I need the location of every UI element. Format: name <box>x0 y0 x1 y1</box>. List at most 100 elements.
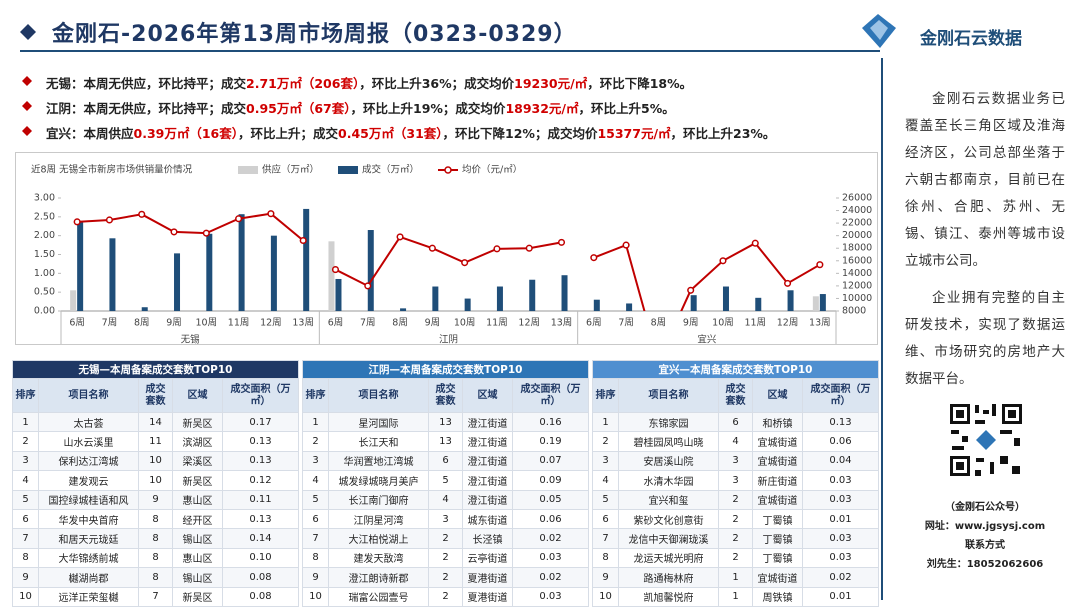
price-marker <box>267 210 275 218</box>
summary-highlight: 0.95万㎡（67套） <box>246 101 351 116</box>
table-row: 2 山水云溪里 11 滨湖区 0.13 <box>12 431 299 452</box>
column-header: 成交套数 <box>718 378 753 413</box>
summary-highlight: 0.45万㎡（31套） <box>338 126 443 141</box>
table-cell: 凯旭馨悦府 <box>618 586 719 607</box>
column-header: 区域 <box>752 378 803 413</box>
table-cell: 0.12 <box>222 470 299 491</box>
table-row: 10 凯旭馨悦府 1 周铁镇 0.01 <box>592 586 879 607</box>
table-cell: 3 <box>718 470 753 491</box>
y2-tick-label: 24000 <box>842 205 872 216</box>
table-cell: 新吴区 <box>172 411 223 433</box>
price-marker <box>784 279 792 287</box>
table-row: 8 龙运天城光明府 2 丁蜀镇 0.03 <box>592 547 879 569</box>
table-row: 4 城发绿城晓月美庐 5 澄江街道 0.09 <box>302 470 589 491</box>
table-title: 江阴—本周备案成交套数TOP10 <box>302 360 589 379</box>
x-tick-label: 11周 <box>486 318 508 329</box>
bar <box>464 298 471 311</box>
column-header: 项目名称 <box>38 378 139 413</box>
table-cell: 长江南门御府 <box>328 489 429 510</box>
table-cell: 江阴星河湾 <box>328 508 429 530</box>
table-cell: 宜城街道 <box>752 567 803 588</box>
summary-highlight: 19230元/㎡ <box>514 76 588 91</box>
y2-tick-label: 10000 <box>842 293 872 304</box>
table-cell: 丁蜀镇 <box>752 528 803 549</box>
summary-line: 无锡：本周无供应，环比持平；成交2.71万㎡（206套），环比上升36%；成交均… <box>46 73 692 92</box>
page-title: 金刚石-2026年第13周市场周报（0323-0329） <box>52 22 577 47</box>
table-cell: 新吴区 <box>172 470 223 491</box>
table-cell: 长泾镇 <box>462 528 513 549</box>
table-cell: 1 <box>12 411 39 433</box>
table-cell: 太古荟 <box>38 411 139 433</box>
legend-item: 均价（元/㎡） <box>438 164 522 176</box>
x-tick-label: 10周 <box>454 318 476 329</box>
table-cell: 0.03 <box>802 489 879 510</box>
x-tick-label: 11周 <box>228 318 250 329</box>
price-marker <box>396 233 404 241</box>
table-cell: 13 <box>428 431 463 452</box>
price-marker <box>751 239 759 247</box>
table-cell: 大江柏悦湖上 <box>328 528 429 549</box>
y2-tick-label: 22000 <box>842 218 872 229</box>
table-cell: 经开区 <box>172 508 223 530</box>
table-cell: 长江天和 <box>328 431 429 452</box>
price-marker <box>719 257 727 265</box>
table-cell: 10 <box>138 450 173 472</box>
table-cell: 5 <box>428 470 463 491</box>
legend-item: 供应（万㎡） <box>238 164 319 176</box>
table-cell: 龙信中天御澜珑溪 <box>618 528 719 549</box>
x-tick-label: 13周 <box>809 318 831 329</box>
summary-text: 宜兴：本周供应 <box>46 126 134 141</box>
chart-box: 近8周 无锡全市新房市场供销量价情况 0.00 0.50 1.00 1.50 2.00 2… <box>15 152 878 346</box>
y2-tick-label: 16000 <box>842 255 872 266</box>
table-cell: 0.14 <box>222 528 299 549</box>
table-cell: 4 <box>428 489 463 510</box>
summary-text: ，环比上升5%。 <box>578 101 675 116</box>
x-tick-label: 11周 <box>744 318 766 329</box>
table-cell: 3 <box>12 450 39 472</box>
column-header: 成交面积（万㎡） <box>222 378 299 413</box>
table-cell: 14 <box>138 411 173 433</box>
table-cell: 9 <box>302 567 329 588</box>
bar <box>690 295 697 311</box>
table-cell: 10 <box>592 586 619 607</box>
y-tick-label: 3.00 <box>34 193 55 204</box>
bar <box>626 303 633 311</box>
table-cell: 6 <box>592 508 619 530</box>
sidebar-paragraph: 金刚石云数据业务已覆盖至长三角区域及淮海经济区，公司总部坐落于六朝古都南京，目前… <box>905 91 1065 269</box>
table-cell: 0.06 <box>802 431 879 452</box>
table-title: 宜兴—本周备案成交套数TOP10 <box>592 360 879 379</box>
table-cell: 澄江街道 <box>462 450 513 472</box>
table-row: 3 保利达江湾城 10 梁溪区 0.13 <box>12 450 299 472</box>
bar <box>755 297 762 311</box>
table-cell: 碧桂园凤鸣山晓 <box>618 431 719 452</box>
table-row: 10 远洋正荣玺樾 7 新吴区 0.08 <box>12 586 299 607</box>
table-cell: 8 <box>138 547 173 569</box>
x-tick-label: 6周 <box>69 318 85 329</box>
table-cell: 8 <box>302 547 329 569</box>
x-tick-label: 7周 <box>102 318 118 329</box>
table-cell: 0.03 <box>802 470 879 491</box>
table-cell: 和居天元珑廷 <box>38 528 139 549</box>
table-cell: 0.01 <box>802 586 879 607</box>
table-cell: 锡山区 <box>172 528 223 549</box>
column-header: 项目名称 <box>328 378 429 413</box>
summary-text: ，环比上升；成交 <box>238 126 339 141</box>
brand: 金刚石云数据 <box>920 29 1022 49</box>
y2-tick-label: 8000 <box>842 306 866 317</box>
table-cell: 4 <box>12 470 39 491</box>
column-header: 项目名称 <box>618 378 719 413</box>
table-cell: 宜城街道 <box>752 431 803 452</box>
table-cell: 7 <box>12 528 39 549</box>
table-cell: 6 <box>428 450 463 472</box>
table-cell: 7 <box>302 528 329 549</box>
header-row: 排序 项目名称 成交套数 区域 成交面积（万㎡） <box>302 378 589 413</box>
table-cell: 华润置地江湾城 <box>328 450 429 472</box>
table-cell: 宜兴和玺 <box>618 489 719 510</box>
y-tick-label: 1.00 <box>34 268 55 279</box>
price-marker <box>461 259 469 267</box>
price-marker <box>235 215 243 223</box>
y2-tick-label: 20000 <box>842 230 872 241</box>
column-header: 排序 <box>302 378 329 413</box>
legend-item: 成交（万㎡） <box>338 164 419 176</box>
table-cell: 丁蜀镇 <box>752 508 803 530</box>
